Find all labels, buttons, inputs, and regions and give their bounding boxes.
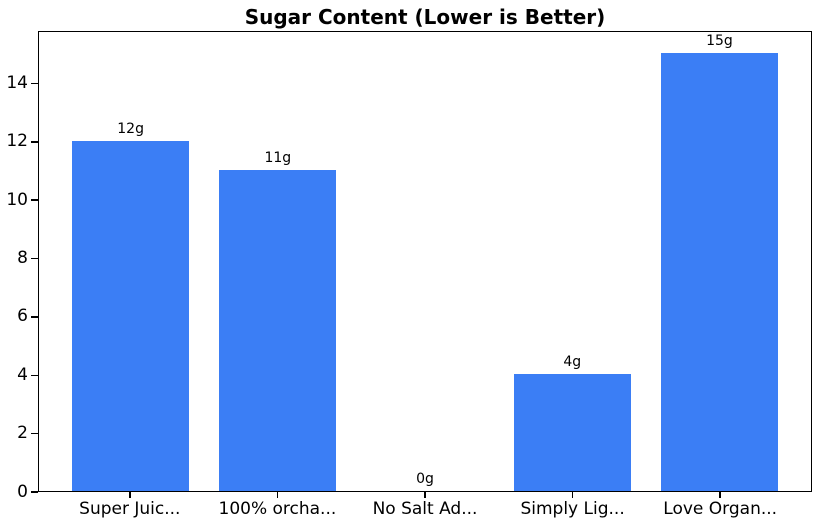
y-tick-label: 6 [17, 306, 28, 327]
bar-slot: 12g [57, 32, 204, 491]
y-tick-label: 0 [17, 481, 28, 502]
y-tick-label: 2 [17, 423, 28, 444]
chart-title: Sugar Content (Lower is Better) [244, 5, 606, 29]
x-tick-label: Simply Lig... [520, 499, 625, 519]
y-tick-mark [31, 374, 38, 377]
bar-slot: 0g [351, 32, 498, 491]
y-tick-mark [31, 82, 38, 85]
y-tick-mark [31, 199, 38, 201]
plot-area: 12g 11g 0g 4g 15g [38, 31, 812, 492]
x-tick-mark [424, 492, 426, 498]
x-tick-label: No Salt Ad... [372, 499, 478, 519]
y-tick-mark [31, 491, 38, 493]
y-tick-label: 12 [6, 131, 28, 152]
bars-container: 12g 11g 0g 4g 15g [39, 32, 811, 491]
x-tick-label: Love Organ... [663, 499, 778, 519]
y-tick-mark [31, 141, 38, 143]
bar-value-label: 11g [264, 150, 292, 167]
bar-slot: 15g [646, 32, 793, 491]
x-tick-label: 100% orcha... [218, 499, 337, 519]
bar [513, 374, 631, 491]
bar [219, 170, 337, 491]
x-tick-mark [571, 492, 574, 498]
y-tick-label: 4 [17, 364, 28, 385]
bar-value-label: 4g [563, 354, 582, 371]
bar [660, 53, 778, 491]
x-tick-mark [129, 492, 131, 498]
y-tick-mark [31, 432, 38, 435]
y-tick-label: 14 [6, 73, 28, 94]
bar-slot: 11g [204, 32, 351, 491]
bar [72, 140, 190, 491]
x-tick-mark [276, 492, 279, 498]
bar-value-label: 15g [706, 33, 733, 50]
bar-slot: 4g [499, 32, 646, 491]
y-tick-mark [31, 316, 38, 318]
bar-value-label: 0g [416, 471, 434, 487]
x-tick-mark [719, 492, 721, 498]
y-tick-mark [31, 257, 38, 260]
bar-value-label: 12g [117, 120, 144, 137]
y-tick-label: 10 [6, 189, 28, 210]
y-tick-label: 8 [17, 248, 28, 269]
x-tick-label: Super Juic... [79, 499, 181, 519]
